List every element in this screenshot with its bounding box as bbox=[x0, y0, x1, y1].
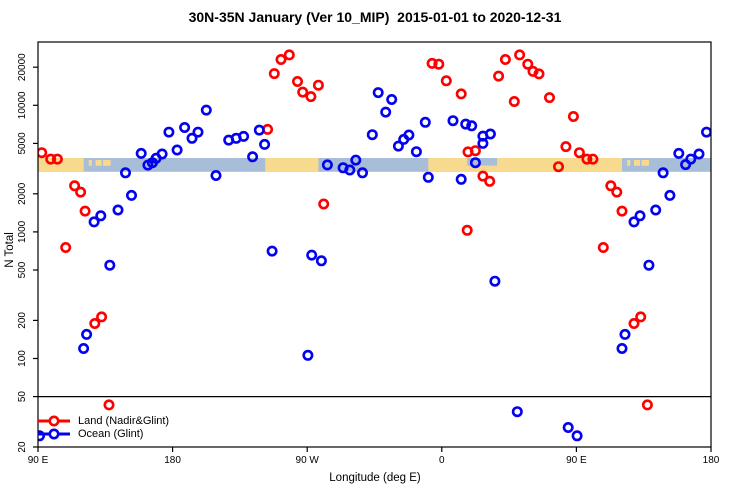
chart-title: 30N-35N January (Ver 10_MIP) 2015-01-01 … bbox=[188, 9, 562, 25]
legend-item-ocean: Ocean (Glint) bbox=[36, 427, 169, 440]
svg-text:90 E: 90 E bbox=[566, 455, 587, 466]
y-axis-ticks: 20 50 100 200 500 1000 2000 5000 10000 20000 bbox=[17, 53, 38, 453]
y-axis-label: N Total bbox=[4, 232, 16, 268]
svg-text:200: 200 bbox=[17, 312, 28, 329]
legend-ocean-label: Ocean (Glint) bbox=[78, 427, 144, 440]
x-axis-label: Longitude (deg E) bbox=[329, 472, 421, 484]
legend-land-label: Land (Nadir&Glint) bbox=[78, 414, 170, 427]
svg-text:50: 50 bbox=[17, 391, 28, 403]
svg-text:90 E: 90 E bbox=[28, 455, 49, 466]
points-ocean bbox=[38, 87, 711, 442]
svg-text:180: 180 bbox=[703, 455, 720, 466]
svg-text:20: 20 bbox=[17, 441, 28, 453]
legend-item-land: Land (Nadir&Glint) bbox=[36, 414, 169, 427]
svg-text:1000: 1000 bbox=[17, 220, 28, 243]
legend-land-symbol bbox=[38, 415, 70, 426]
svg-text:2000: 2000 bbox=[17, 182, 28, 205]
svg-text:0: 0 bbox=[439, 455, 445, 466]
svg-text:20000: 20000 bbox=[17, 53, 28, 81]
legend-ocean-symbol bbox=[38, 428, 70, 439]
svg-text:5000: 5000 bbox=[17, 132, 28, 155]
legend: Land (Nadir&Glint) Ocean (Glint) bbox=[36, 414, 169, 440]
svg-text:180: 180 bbox=[164, 455, 181, 466]
map-band bbox=[38, 158, 711, 172]
points-land bbox=[38, 49, 653, 411]
plot-border bbox=[37, 41, 712, 448]
x-axis-ticks: 90 E 180 90 W 0 90 E 180 bbox=[28, 447, 720, 466]
svg-text:500: 500 bbox=[17, 261, 28, 278]
svg-text:10000: 10000 bbox=[17, 91, 28, 119]
svg-text:100: 100 bbox=[17, 350, 28, 367]
svg-text:90 W: 90 W bbox=[296, 455, 320, 466]
